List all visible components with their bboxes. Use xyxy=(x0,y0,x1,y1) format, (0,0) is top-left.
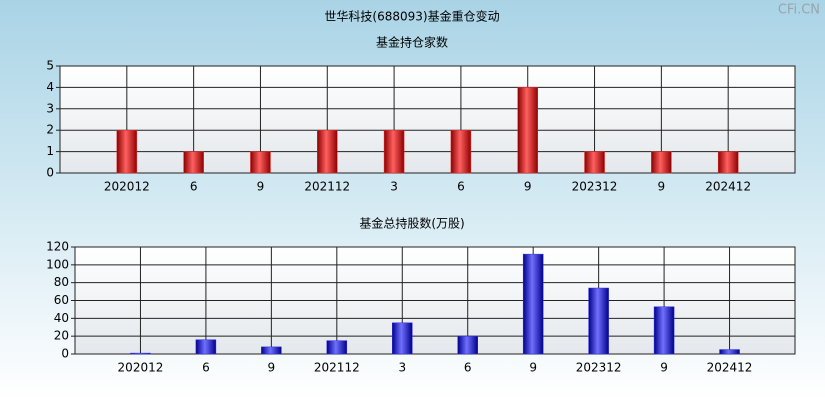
x-tick-label: 202012 xyxy=(118,361,164,375)
x-tick-label: 202112 xyxy=(304,180,350,194)
x-tick-label: 202112 xyxy=(314,361,360,375)
y-tick-label: 2 xyxy=(46,123,54,137)
bar xyxy=(651,151,672,174)
bar xyxy=(450,129,472,174)
x-tick-label: 6 xyxy=(464,361,472,375)
y-tick-label: 0 xyxy=(61,347,69,361)
x-tick-label: 202312 xyxy=(572,180,618,194)
y-tick-label: 120 xyxy=(46,240,69,254)
bar xyxy=(457,335,478,355)
x-tick-label: 202012 xyxy=(104,180,150,194)
chart-subtitle: 基金持仓家数 xyxy=(376,35,448,50)
x-tick-label: 9 xyxy=(529,361,537,375)
x-tick-label: 9 xyxy=(257,180,265,194)
y-tick-label: 1 xyxy=(46,144,54,158)
bar xyxy=(317,129,338,174)
y-tick-label: 80 xyxy=(54,275,69,289)
x-tick-label: 3 xyxy=(390,180,398,194)
chart-title: 基金总持股数(万股) xyxy=(359,216,464,231)
x-tick-label: 9 xyxy=(660,361,668,375)
plot-area xyxy=(59,65,796,174)
bar xyxy=(261,346,282,355)
y-tick-label: 20 xyxy=(54,329,69,343)
x-tick-label: 6 xyxy=(202,361,210,375)
bar xyxy=(130,352,151,355)
y-tick-label: 0 xyxy=(46,166,54,180)
x-tick-label: 202412 xyxy=(705,180,751,194)
y-tick-label: 60 xyxy=(54,293,69,307)
watermark: CFi.CN xyxy=(778,3,820,18)
x-tick-label: 202412 xyxy=(707,361,753,375)
bar xyxy=(653,306,675,355)
bar xyxy=(250,151,271,174)
y-tick-label: 4 xyxy=(46,80,54,94)
bar xyxy=(719,349,740,355)
bar xyxy=(517,87,538,174)
y-tick-label: 100 xyxy=(46,257,69,271)
bar xyxy=(116,129,138,174)
bar xyxy=(326,340,348,355)
y-tick-label: 3 xyxy=(46,101,54,115)
x-tick-label: 3 xyxy=(398,361,406,375)
bar xyxy=(392,322,413,355)
x-tick-label: 9 xyxy=(524,180,532,194)
x-tick-label: 6 xyxy=(457,180,465,194)
bar xyxy=(717,151,739,174)
x-tick-label: 6 xyxy=(190,180,198,194)
y-tick-label: 5 xyxy=(46,59,54,73)
bar xyxy=(195,339,217,355)
x-tick-label: 9 xyxy=(658,180,666,194)
bar xyxy=(383,129,405,174)
bar xyxy=(522,253,544,355)
x-tick-label: 202312 xyxy=(576,361,622,375)
y-tick-label: 40 xyxy=(54,311,69,325)
x-tick-label: 9 xyxy=(268,361,276,375)
bar xyxy=(584,151,605,174)
bar xyxy=(588,287,609,355)
chart-title: 世华科技(688093)基金重仓变动 xyxy=(324,9,499,24)
bar xyxy=(183,151,204,174)
